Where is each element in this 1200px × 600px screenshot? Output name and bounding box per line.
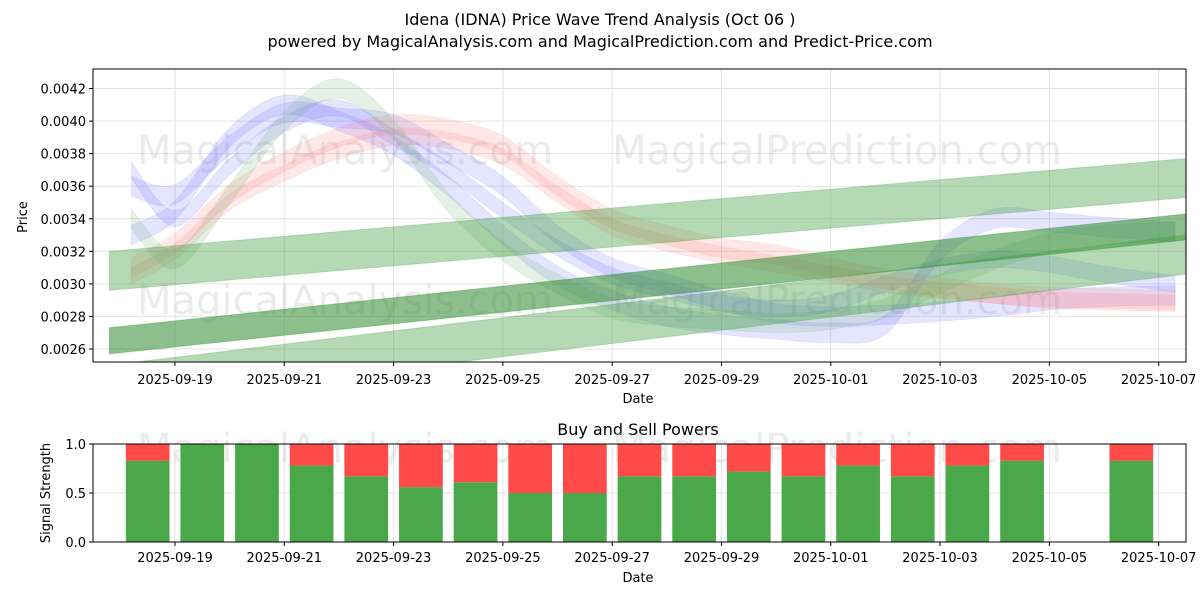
buy-power-bar (453, 482, 498, 542)
power-title: Buy and Sell Powers (557, 420, 719, 439)
price-watermark: MagicalPrediction.com (612, 128, 1062, 174)
buy-power-bar (945, 465, 990, 542)
price-wave-band (130, 78, 1176, 334)
price-watermark: MagicalAnalysis.com (137, 128, 553, 174)
sell-power-bar (399, 444, 443, 488)
power-x-label: Date (622, 571, 653, 586)
buy-power-bar (726, 471, 771, 542)
sell-power-bar (508, 444, 553, 493)
price-x-tick-label: 2025-09-25 (465, 373, 541, 388)
price-wave-band (108, 213, 1186, 355)
price-x-tick-label: 2025-09-27 (574, 373, 650, 388)
buy-power-bar (180, 444, 225, 542)
price-y-label: Price (16, 201, 31, 233)
sell-power-bar (289, 444, 334, 466)
chart-subtitle: powered by MagicalAnalysis.com and Magic… (267, 32, 932, 51)
price-x-tick-label: 2025-09-29 (684, 373, 760, 388)
sell-power-bar (1000, 444, 1044, 461)
buy-power-bar (508, 493, 553, 542)
sell-power-bar (344, 444, 389, 477)
price-series (108, 78, 1186, 362)
power-x-tick-label: 2025-10-01 (793, 551, 869, 566)
price-x-tick-label: 2025-09-21 (246, 373, 322, 388)
power-x-tick-label: 2025-09-21 (246, 551, 322, 566)
sell-power-bar (890, 444, 935, 477)
price-wave-band (130, 128, 1176, 313)
buy-power-bar (289, 465, 334, 542)
price-y-tick-label: 0.0030 (41, 278, 87, 293)
buy-power-bar (890, 476, 935, 542)
buy-power-bar (781, 476, 826, 542)
price-wave-band (108, 157, 1186, 291)
buy-power-bar (344, 476, 389, 542)
price-y-tick-label: 0.0036 (41, 180, 87, 195)
sell-power-bar (781, 444, 826, 477)
sell-power-bar (672, 444, 717, 477)
price-x-tick-label: 2025-10-07 (1121, 373, 1197, 388)
price-y-tick-label: 0.0028 (41, 310, 87, 325)
price-y-tick-label: 0.0038 (41, 148, 87, 163)
sell-power-bar (453, 444, 498, 483)
price-y-tick-label: 0.0042 (41, 83, 87, 98)
power-x-tick-label: 2025-09-19 (137, 551, 213, 566)
price-wave-band (130, 94, 1176, 344)
sell-power-bar (617, 444, 662, 477)
sell-power-bar (836, 444, 880, 466)
price-x-tick-label: 2025-09-19 (137, 373, 213, 388)
buy-power-bar (562, 493, 607, 542)
sell-power-bar (726, 444, 771, 472)
power-y-label: Signal Strength (39, 443, 54, 543)
price-wave-band (132, 234, 1186, 362)
sell-power-bar (562, 444, 607, 493)
price-x-tick-label: 2025-10-01 (793, 373, 869, 388)
power-x-tick-label: 2025-09-23 (356, 551, 432, 566)
sell-power-bar (125, 444, 170, 461)
price-y-tick-label: 0.0032 (41, 245, 87, 260)
price-y-tick-label: 0.0040 (41, 115, 87, 130)
price-x-tick-label: 2025-10-05 (1012, 373, 1088, 388)
buy-power-bar (125, 460, 170, 542)
power-y-tick-label: 0.5 (65, 487, 86, 502)
price-watermarks: MagicalAnalysis.com MagicalPrediction.com… (137, 128, 1062, 324)
price-y-tick-label: 0.0026 (41, 343, 87, 358)
power-y-ticks: 0.0 0.5 1.0 (65, 438, 93, 551)
sell-power-bar (945, 444, 990, 466)
power-x-tick-label: 2025-09-25 (465, 551, 541, 566)
price-x-tick-label: 2025-10-03 (902, 373, 978, 388)
price-wave-band (130, 113, 1176, 311)
price-x-label: Date (622, 392, 653, 407)
price-y-tick-label: 0.0034 (41, 213, 87, 228)
power-x-ticks: 2025-09-19 2025-09-21 2025-09-23 2025-09-25… (137, 542, 1196, 566)
buy-power-bar (235, 444, 279, 542)
price-plot-frame (92, 68, 1187, 363)
power-y-tick-label: 1.0 (65, 438, 86, 453)
power-x-tick-label: 2025-09-29 (684, 551, 760, 566)
buy-power-bar (1000, 460, 1044, 542)
price-x-ticks: 2025-09-19 2025-09-21 2025-09-23 2025-09-25… (137, 362, 1196, 388)
buy-power-bar (617, 476, 662, 542)
power-y-tick-label: 0.0 (65, 536, 86, 551)
sell-power-bar (1109, 444, 1154, 461)
buy-power-bar (399, 487, 443, 542)
power-x-tick-label: 2025-10-05 (1012, 551, 1088, 566)
buy-power-bar (672, 476, 717, 542)
buy-power-bar (836, 465, 880, 542)
power-bars (125, 444, 1154, 542)
power-x-tick-label: 2025-09-27 (574, 551, 650, 566)
buy-power-bar (1109, 460, 1154, 542)
chart-title: Idena (IDNA) Price Wave Trend Analysis (… (405, 10, 796, 29)
power-x-tick-label: 2025-10-03 (902, 551, 978, 566)
price-wave-band (130, 99, 1176, 317)
price-grid (93, 69, 1186, 362)
price-x-tick-label: 2025-09-23 (356, 373, 432, 388)
price-y-ticks: 0.0026 0.0028 0.0030 0.0032 0.0034 0.0036 0.00… (41, 83, 93, 358)
power-x-tick-label: 2025-10-07 (1121, 551, 1197, 566)
